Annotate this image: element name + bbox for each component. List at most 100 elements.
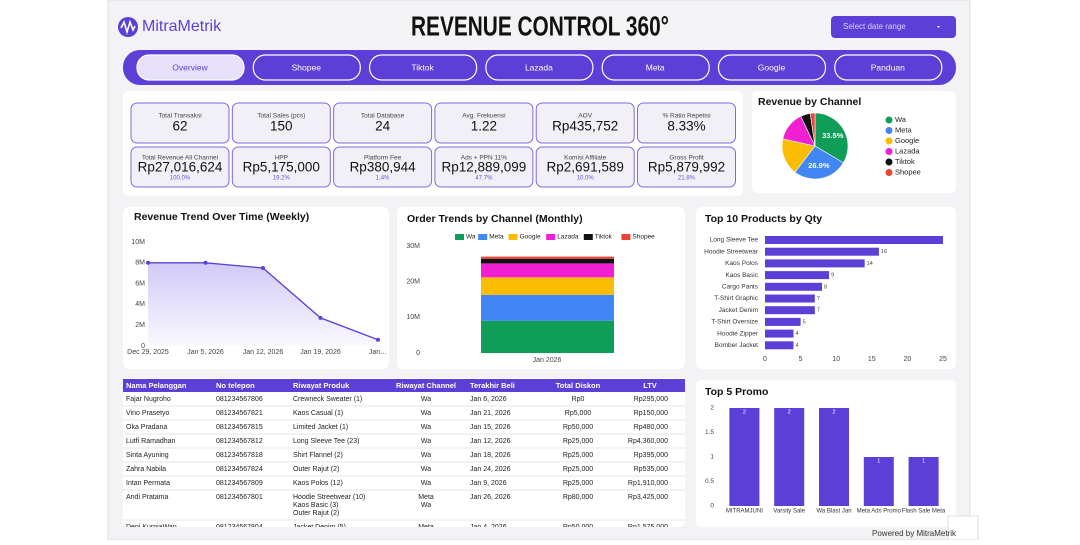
nav-button[interactable]: [717, 54, 827, 81]
table-cell: Jan 6, 2026: [470, 396, 507, 403]
table-cell: Rp535,000: [634, 466, 668, 473]
bar: [774, 408, 805, 506]
table-cell: Rp395,000: [634, 452, 668, 459]
table-cell: Jan 18, 2026: [470, 452, 511, 459]
table-cell: Kaos Basic (3): [293, 502, 339, 509]
x-tick-label: Jan 19, 2026: [300, 349, 341, 356]
kpi-value: 24: [375, 119, 391, 134]
nav-label: Tiktok: [411, 62, 434, 72]
pie-slice: [814, 112, 849, 164]
y-tick-label: Kaos Basic: [725, 272, 758, 279]
table-cell: Long Sleeve Tee (23): [293, 438, 359, 445]
nav-label: Meta: [646, 62, 665, 72]
kpi-label: Total Revenue All Channel: [142, 155, 219, 162]
data-label: 4: [795, 331, 798, 337]
line-point: [203, 260, 208, 265]
nav-button[interactable]: [834, 54, 943, 81]
table-cell: 081234567818: [216, 452, 263, 459]
x-tick-label: Jan 12, 2026: [243, 349, 284, 356]
kpi-label: Total Transaksi: [158, 113, 201, 120]
x-tick-label: 10: [832, 356, 840, 363]
table-cell: Wa: [421, 502, 431, 509]
kpi-value: Rp12,889,099: [441, 160, 526, 175]
table-cell: Sinta Ayuning: [126, 452, 169, 459]
x-tick-label: Dec 29, 2025: [127, 349, 169, 356]
y-tick-label: Hoodie Streetwear: [704, 248, 759, 255]
kpi-share: 21.8%: [678, 176, 696, 182]
x-tick-label: 25: [939, 356, 947, 363]
column-header: Riwayat Channel: [396, 381, 456, 390]
y-tick-label: 0.5: [705, 478, 714, 485]
table-cell: Meta: [418, 494, 434, 501]
legend-label: Shopee: [632, 234, 655, 241]
data-label: 4: [795, 343, 798, 349]
table-cell: Rp0: [572, 396, 585, 403]
legend-label: Google: [895, 136, 919, 145]
legend-swatch: [885, 158, 893, 166]
kpi-share: 10.0%: [577, 176, 595, 182]
y-tick-label: 2: [710, 405, 714, 412]
table-cell: Lutfi Ramadhan: [126, 438, 176, 445]
y-tick-label: Bomber Jacket: [715, 342, 759, 349]
table-cell: Rp25,000: [563, 438, 593, 445]
data-label: 1: [877, 458, 880, 464]
kpi-card: [130, 146, 230, 188]
nav-button[interactable]: [136, 54, 245, 81]
table-cell: Rp1,575,000: [628, 524, 668, 531]
chart-title: Top 10 Products by Qty: [705, 213, 822, 225]
kpi-share: 19.2%: [273, 176, 291, 182]
kpi-card: [434, 102, 534, 144]
table-cell: 081234567815: [216, 424, 263, 431]
nav-button[interactable]: [252, 54, 361, 81]
footer-badge: [947, 515, 979, 541]
table-cell: Outer Rajut (2): [293, 466, 339, 473]
legend-label: Lazada: [557, 234, 579, 241]
table-panel: [123, 378, 685, 527]
kpi-value: Rp5,175,000: [243, 160, 320, 175]
table-cell: Shirt Flannel (2): [293, 452, 343, 459]
legend-label: Tiktok: [895, 157, 915, 166]
bar-segment: [481, 320, 614, 353]
table-cell: Rp1,910,000: [628, 480, 668, 487]
legend-label: Google: [520, 234, 541, 241]
table-cell: 081234567812: [216, 438, 263, 445]
table-cell: Wa: [421, 438, 431, 445]
table-cell: Vino Prasetyo: [126, 410, 170, 417]
slice-label: 26.9%: [808, 161, 830, 170]
kpi-label: Gross Profit: [669, 155, 704, 162]
table-cell: Rp25,000: [563, 452, 593, 459]
table-cell: 081234567806: [216, 396, 263, 403]
legend-label: Meta: [895, 125, 913, 134]
nav-button[interactable]: [601, 54, 710, 81]
kpi-card: [434, 146, 534, 188]
y-tick-label: 10M: [406, 314, 420, 321]
nav-label: Panduan: [871, 62, 905, 72]
x-tick-label: Varsity Sale: [773, 509, 805, 515]
legend-swatch: [885, 148, 893, 155]
line-point: [261, 266, 265, 270]
table-cell: Outer Rajut (2): [293, 510, 339, 517]
nav-label: Lazada: [525, 62, 553, 72]
kpi-label: Ads + PPN 11%: [461, 155, 508, 162]
pie-slice: [794, 145, 844, 180]
column-header: No telepon: [216, 381, 255, 390]
legend-swatch: [583, 234, 593, 240]
y-tick-label: Cargo Pants: [722, 284, 759, 291]
table-cell: Jan 26, 2026: [470, 494, 511, 501]
kpi-label: Total Database: [361, 113, 405, 120]
nav-button[interactable]: [485, 54, 594, 81]
table-cell: Wa: [421, 466, 431, 473]
kpi-value: Rp5,879,992: [648, 160, 725, 175]
bar: [765, 259, 865, 268]
x-tick-label: Jan 5, 2026: [187, 349, 224, 356]
line-point: [376, 337, 380, 342]
nav-button[interactable]: [369, 54, 478, 81]
date-picker[interactable]: [831, 16, 956, 38]
kpi-value: 8.33%: [667, 119, 705, 134]
chart-title: Revenue by Channel: [758, 96, 861, 108]
x-tick-label: 15: [868, 356, 876, 363]
table-cell: Jan 12, 2026: [470, 438, 511, 445]
chart-title: Top 5 Promo: [705, 386, 768, 398]
kpi-label: AOV: [578, 113, 592, 120]
